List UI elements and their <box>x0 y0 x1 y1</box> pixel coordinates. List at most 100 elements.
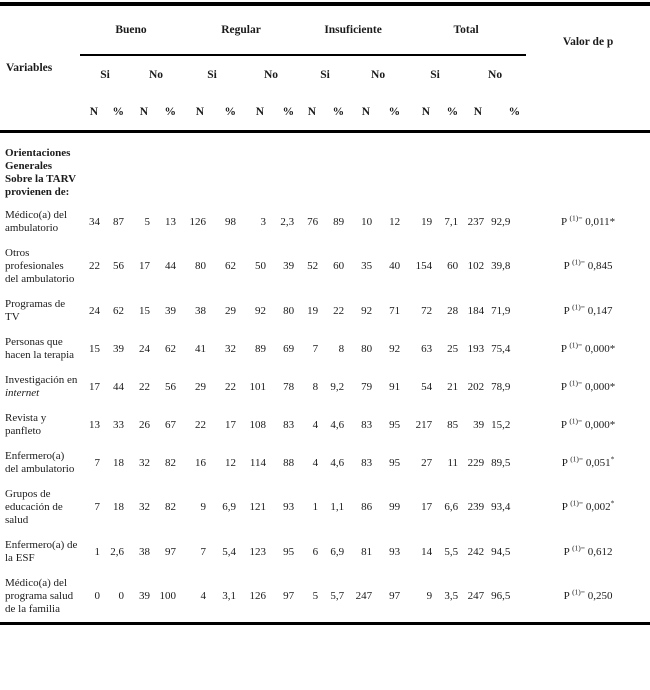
cell-value: 9 <box>406 571 439 625</box>
cell-value: 4,6 <box>330 456 345 469</box>
table-row: Otros profesionales del ambulatorio 22 56 1… <box>0 241 650 292</box>
cell-value: 39,8 <box>491 260 511 272</box>
table-row: Médico(a) del ambulatorio 34 87 5 13 126 98 3 2,… <box>0 203 650 241</box>
p-value: P (1)= 0,147 <box>563 301 613 317</box>
cell-value: 18 <box>113 501 124 513</box>
cell-value: 15,2 <box>491 418 511 431</box>
cell-value: 7 <box>94 456 101 469</box>
cell-value: 97 <box>272 571 301 625</box>
cell-value: 62 <box>165 342 177 355</box>
cell-value: 34 <box>89 215 100 228</box>
cell-value: 184 <box>467 304 485 317</box>
sub-header-no: No <box>148 69 164 81</box>
sub-header-si: Si <box>100 69 110 81</box>
row-label: Médico(a) del ambulatorio <box>5 209 67 234</box>
cell-value: 3 <box>260 215 267 228</box>
cell-value: 3,1 <box>212 571 243 625</box>
cell-value: 60 <box>447 260 459 272</box>
cell-value: 71,9 <box>491 304 511 317</box>
cell-value: 5,5 <box>444 545 459 558</box>
statistics-table: Variables Bueno Regular Insuficiente Tot… <box>0 2 650 625</box>
cell-value: 50 <box>255 260 267 272</box>
cell-value: 17 <box>421 501 433 513</box>
table-row: Programas de TV 24 62 15 39 38 29 92 80 19 22 92 71 7… <box>0 292 650 330</box>
cell-value: 6,9 <box>330 545 345 558</box>
cell-value: 79 <box>361 380 373 393</box>
cell-value: 22 <box>333 304 345 317</box>
cell-value: 1,1 <box>330 501 345 513</box>
cell-value: 2,6 <box>110 545 124 558</box>
cell-value: 82 <box>165 501 177 513</box>
measure-n: N <box>182 94 213 133</box>
measure-pct: % <box>212 94 243 133</box>
cell-value: 21 <box>447 380 459 393</box>
cell-value: 237 <box>467 215 485 228</box>
row-label: Investigación en internet <box>5 374 78 399</box>
cell-value: 5,7 <box>324 571 351 625</box>
cell-value: 60 <box>333 260 345 272</box>
sub-header-no: No <box>488 69 503 81</box>
cell-value: 24 <box>139 342 150 355</box>
cell-value: 9 <box>200 501 207 513</box>
cell-value: 247 <box>350 571 379 625</box>
cell-value: 95 <box>389 456 401 469</box>
cell-value: 6,9 <box>222 501 237 513</box>
group-header-total: Total <box>406 4 527 56</box>
cell-value: 54 <box>421 380 433 393</box>
cell-value: 82 <box>165 456 177 469</box>
table-row: Investigación en internet 17 44 22 56 29 22 101… <box>0 368 650 406</box>
table-header: Variables Bueno Regular Insuficiente Tot… <box>0 4 650 133</box>
measure-pct: % <box>324 94 351 133</box>
cell-value: 13 <box>165 215 177 228</box>
sub-header-no: No <box>264 69 279 81</box>
measure-n: N <box>242 94 273 133</box>
group-header-regular: Regular <box>182 4 301 56</box>
cell-value: 101 <box>249 380 267 393</box>
cell-value: 2,3 <box>280 215 295 228</box>
cell-value: 22 <box>139 380 150 393</box>
cell-value: 126 <box>189 215 207 228</box>
cell-value: 80 <box>195 260 207 272</box>
sub-header-si: Si <box>207 69 217 81</box>
cell-value: 7 <box>200 545 207 558</box>
cell-value: 22 <box>89 260 100 272</box>
cell-value: 19 <box>421 215 433 228</box>
table-row: Revista y panfleto 13 33 26 67 22 17 108 83 4 4,6 8… <box>0 406 650 444</box>
cell-value: 28 <box>447 304 459 317</box>
measure-pct: % <box>156 94 183 133</box>
cell-value: 4 <box>182 571 213 625</box>
cell-value: 193 <box>467 342 485 355</box>
cell-value: 97 <box>165 545 177 558</box>
cell-value: 40 <box>389 260 401 272</box>
cell-value: 99 <box>389 501 401 513</box>
group-header-bueno: Bueno <box>80 4 183 56</box>
table-row: Enfermero(a) de la ESF 1 2,6 38 97 7 5,4 123 95 6… <box>0 533 650 571</box>
cell-value: 62 <box>225 260 237 272</box>
cell-value: 80 <box>361 342 373 355</box>
measure-pct: % <box>438 94 465 133</box>
row-label: Grupos de educación de salud <box>5 488 63 526</box>
cell-value: 56 <box>113 260 124 272</box>
cell-value: 17 <box>89 380 100 393</box>
cell-value: 12 <box>389 215 401 228</box>
p-value-column-header: Valor de p <box>526 4 650 133</box>
cell-value: 96,5 <box>490 571 527 625</box>
row-label: Otros profesionales del ambulatorio <box>5 247 75 285</box>
cell-value: 44 <box>113 380 124 393</box>
cell-value: 83 <box>283 418 295 431</box>
sub-header-no: No <box>371 69 386 81</box>
cell-value: 15 <box>139 304 150 317</box>
cell-value: 92,9 <box>491 215 511 228</box>
cell-value: 56 <box>165 380 177 393</box>
cell-value: 7 <box>312 342 319 355</box>
cell-value: 72 <box>421 304 433 317</box>
cell-value: 102 <box>467 260 485 272</box>
cell-value: 24 <box>89 304 100 317</box>
cell-value: 12 <box>225 456 237 469</box>
cell-value: 11 <box>447 456 459 469</box>
p-value: P (1)= 0,612 <box>563 542 613 558</box>
row-label: Personas que hacen la terapia <box>5 336 75 361</box>
cell-value: 85 <box>447 418 459 431</box>
measure-n: N <box>350 94 379 133</box>
